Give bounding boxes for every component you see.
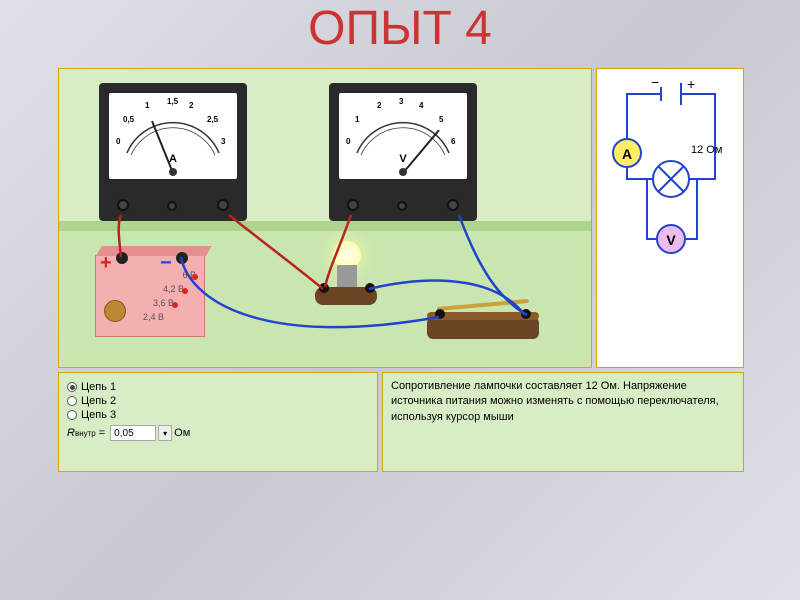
- ammeter-face: 0 0,5 1 1,5 2 2,5 3 A: [109, 93, 237, 179]
- ammeter-unit: A: [169, 153, 177, 165]
- sch-voltmeter-label: V: [666, 232, 676, 248]
- ammeter-tick-1: 0,5: [123, 115, 134, 124]
- battery-selector-knob[interactable]: [104, 300, 126, 322]
- lamp-terminal-right[interactable]: [365, 283, 375, 293]
- radio-label-2: Цепь 2: [81, 395, 116, 407]
- battery-led-2: [172, 302, 178, 308]
- battery-v2: 3,6 В: [153, 298, 174, 308]
- voltmeter-tick-4: 4: [419, 101, 423, 110]
- bench-edge: [59, 221, 592, 231]
- voltmeter-face: 0 1 2 3 4 5 6 V: [339, 93, 467, 179]
- ammeter-tick-6: 3: [221, 137, 225, 146]
- battery-led-1: [182, 288, 188, 294]
- schematic-resistance-label: 12 Ом: [691, 144, 722, 156]
- radio-label-1: Цепь 1: [81, 381, 116, 393]
- content-area: 0 0,5 1 1,5 2 2,5 3 A: [58, 68, 746, 472]
- voltmeter-tick-0: 0: [346, 137, 350, 146]
- ammeter-tick-4: 2: [189, 101, 193, 110]
- r-sub: внутр: [75, 429, 96, 438]
- info-text: Сопротивление лампочки составляет 12 Ом.…: [391, 380, 719, 423]
- voltmeter-tick-6: 6: [451, 137, 455, 146]
- voltmeter-tick-1: 1: [355, 115, 359, 124]
- radio-circuit-2[interactable]: Цепь 2: [67, 395, 369, 407]
- ammeter-terminal-left[interactable]: [117, 199, 129, 211]
- r-internal-row: Rвнутр = 0,05 ▾ Ом: [67, 425, 369, 441]
- r-value-input[interactable]: 0,05: [110, 425, 156, 441]
- simulation-panel: 0 0,5 1 1,5 2 2,5 3 A: [58, 68, 592, 368]
- ammeter: 0 0,5 1 1,5 2 2,5 3 A: [99, 83, 247, 221]
- voltmeter-tick-3: 3: [399, 97, 403, 106]
- battery-terminal-neg[interactable]: [176, 252, 188, 264]
- svg-text:+: +: [687, 79, 695, 92]
- voltmeter-adjust[interactable]: [397, 201, 407, 211]
- radio-icon: [67, 382, 77, 392]
- voltmeter-terminal-left[interactable]: [347, 199, 359, 211]
- ammeter-terminal-right[interactable]: [217, 199, 229, 211]
- radio-circuit-1[interactable]: Цепь 1: [67, 381, 369, 393]
- radio-circuit-3[interactable]: Цепь 3: [67, 409, 369, 421]
- voltmeter-terminal-right[interactable]: [447, 199, 459, 211]
- lamp-terminal-left[interactable]: [319, 283, 329, 293]
- r-symbol: R: [67, 427, 75, 439]
- battery-top: [96, 246, 212, 256]
- sch-ammeter-label: А: [622, 146, 632, 162]
- schematic-svg: − + А: [607, 79, 735, 279]
- r-unit: Ом: [174, 427, 190, 439]
- ammeter-adjust[interactable]: [167, 201, 177, 211]
- battery-v1: 4,2 В: [163, 284, 184, 294]
- radio-icon: [67, 410, 77, 420]
- radio-label-3: Цепь 3: [81, 409, 116, 421]
- voltmeter-pivot: [399, 168, 407, 176]
- voltmeter: 0 1 2 3 4 5 6 V: [329, 83, 477, 221]
- page-title: ОПЫТ 4: [0, 0, 800, 56]
- battery-terminal-pos[interactable]: [116, 252, 128, 264]
- battery-led-0: [192, 274, 198, 280]
- info-panel: Сопротивление лампочки составляет 12 Ом.…: [382, 372, 744, 472]
- switch-terminal-left[interactable]: [435, 309, 445, 319]
- schematic-panel: − + А: [596, 68, 744, 368]
- dropdown-icon[interactable]: ▾: [158, 425, 172, 441]
- ammeter-tick-0: 0: [116, 137, 120, 146]
- ammeter-tick-5: 2,5: [207, 115, 218, 124]
- battery[interactable]: + − 6 В 4,2 В 3,6 В 2,4 В: [95, 255, 205, 337]
- ammeter-pivot: [169, 168, 177, 176]
- battery-plus-icon: +: [100, 252, 112, 275]
- battery-minus-icon: −: [160, 252, 172, 275]
- switch-terminal-right[interactable]: [521, 309, 531, 319]
- r-eq: =: [99, 427, 105, 439]
- switch-base: [427, 317, 539, 339]
- voltmeter-tick-5: 5: [439, 115, 443, 124]
- controls-panel: Цепь 1 Цепь 2 Цепь 3 Rвнутр = 0,05 ▾ Ом: [58, 372, 378, 472]
- ammeter-tick-3: 1,5: [167, 97, 178, 106]
- svg-text:−: −: [651, 79, 659, 90]
- radio-icon: [67, 396, 77, 406]
- voltmeter-unit: V: [399, 153, 406, 165]
- voltmeter-tick-2: 2: [377, 101, 381, 110]
- ammeter-tick-2: 1: [145, 101, 149, 110]
- battery-v3: 2,4 В: [143, 312, 164, 322]
